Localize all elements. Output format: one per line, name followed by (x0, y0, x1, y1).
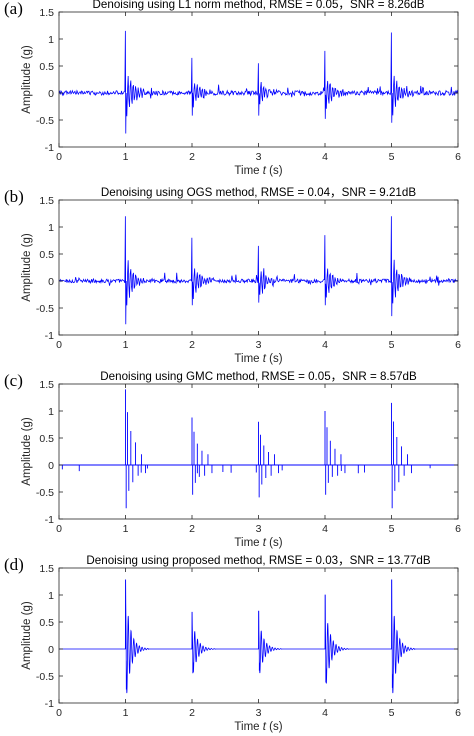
y-axis-label: Amplitude (g) (21, 417, 33, 486)
x-axis-unit: (s) (266, 165, 283, 177)
panel-label: (a) (4, 0, 23, 18)
x-tick-label: 5 (389, 339, 395, 351)
chart-title: Denoising using L1 norm method, RMSE = 0… (93, 0, 425, 11)
x-tick-label: 4 (322, 151, 328, 163)
x-axis-label-text: Time (234, 353, 262, 365)
x-axis-variable: t (263, 165, 267, 177)
x-axis-label-text: Time (234, 165, 262, 177)
y-tick-label: 1.5 (39, 379, 54, 391)
panel-c: Denoising using GMC method, RMSE = 0.05，… (4, 370, 461, 549)
y-tick-label: 1 (48, 34, 54, 46)
y-tick-label: -1 (45, 142, 54, 154)
y-tick-label: 1.5 (39, 563, 54, 575)
x-tick-label: 3 (256, 707, 262, 719)
chart-title: Denoising using OGS method, RMSE = 0.04，… (101, 186, 416, 199)
y-tick-label: 1.5 (39, 7, 54, 19)
x-tick-label: 2 (189, 151, 195, 163)
signal-line (59, 579, 458, 694)
x-tick-label: 4 (322, 339, 328, 351)
y-axis-label: Amplitude (g) (21, 601, 33, 670)
x-tick-label: 0 (56, 707, 62, 719)
panel-label: (d) (4, 555, 24, 574)
x-tick-label: 3 (256, 523, 262, 535)
x-axis-variable: t (263, 353, 267, 365)
signal-line (58, 216, 459, 325)
x-tick-label: 6 (455, 707, 461, 719)
y-tick-label: -0.5 (36, 115, 54, 127)
y-tick-label: 0.5 (39, 433, 54, 445)
panel-label: (c) (4, 371, 23, 390)
signal-line (59, 389, 458, 509)
x-axis-label-text: Time (234, 537, 262, 549)
x-axis-unit: (s) (266, 537, 283, 549)
x-tick-label: 4 (322, 523, 328, 535)
y-tick-label: -1 (45, 514, 54, 526)
chart-title: Denoising using GMC method, RMSE = 0.05，… (100, 370, 417, 383)
x-axis-variable: t (263, 537, 267, 549)
x-tick-label: 6 (455, 339, 461, 351)
signal-line (58, 30, 459, 134)
x-tick-label: 3 (256, 151, 262, 163)
x-tick-label: 5 (389, 151, 395, 163)
x-axis-label-text: Time (234, 721, 262, 733)
y-tick-label: 0.5 (39, 249, 54, 261)
x-tick-label: 1 (123, 339, 129, 351)
x-tick-label: 1 (123, 151, 129, 163)
x-tick-label: 1 (123, 523, 129, 535)
panel-a: Denoising using L1 norm method, RMSE = 0… (4, 0, 461, 177)
y-tick-label: -1 (45, 330, 54, 342)
y-tick-label: 0.5 (39, 61, 54, 73)
x-tick-label: 3 (256, 339, 262, 351)
x-tick-label: 0 (56, 151, 62, 163)
x-tick-label: 2 (189, 707, 195, 719)
y-axis-label: Amplitude (g) (21, 233, 33, 302)
x-axis-variable: t (263, 721, 267, 733)
x-tick-label: 2 (189, 523, 195, 535)
panel-d: Denoising using proposed method, RMSE = … (4, 554, 461, 733)
y-tick-label: 1 (48, 406, 54, 418)
y-tick-label: 0.5 (39, 617, 54, 629)
panel-b: Denoising using OGS method, RMSE = 0.04，… (4, 186, 461, 365)
x-axis-label: Time t (s) (234, 353, 282, 365)
y-axis-label: Amplitude (g) (21, 45, 33, 114)
x-tick-label: 2 (189, 339, 195, 351)
x-tick-label: 0 (56, 339, 62, 351)
y-tick-label: 0 (48, 276, 54, 288)
x-tick-label: 5 (389, 523, 395, 535)
x-axis-label: Time t (s) (234, 537, 282, 549)
x-axis-label: Time t (s) (234, 721, 282, 733)
y-tick-label: -1 (45, 698, 54, 710)
x-axis-unit: (s) (266, 353, 283, 365)
y-tick-label: 1 (48, 590, 54, 602)
x-tick-label: 6 (455, 151, 461, 163)
y-tick-label: 0 (48, 644, 54, 656)
y-tick-label: -0.5 (36, 487, 54, 499)
y-tick-label: 1.5 (39, 195, 54, 207)
x-tick-label: 1 (123, 707, 129, 719)
x-axis-unit: (s) (266, 721, 283, 733)
chart-title: Denoising using proposed method, RMSE = … (86, 554, 430, 567)
y-tick-label: 0 (48, 88, 54, 100)
x-tick-label: 0 (56, 523, 62, 535)
y-tick-label: -0.5 (36, 303, 54, 315)
x-tick-label: 4 (322, 707, 328, 719)
x-tick-label: 5 (389, 707, 395, 719)
panel-label: (b) (4, 187, 24, 206)
y-tick-label: -0.5 (36, 671, 54, 683)
y-tick-label: 0 (48, 460, 54, 472)
y-tick-label: 1 (48, 222, 54, 234)
x-axis-label: Time t (s) (234, 165, 282, 177)
x-tick-label: 6 (455, 523, 461, 535)
